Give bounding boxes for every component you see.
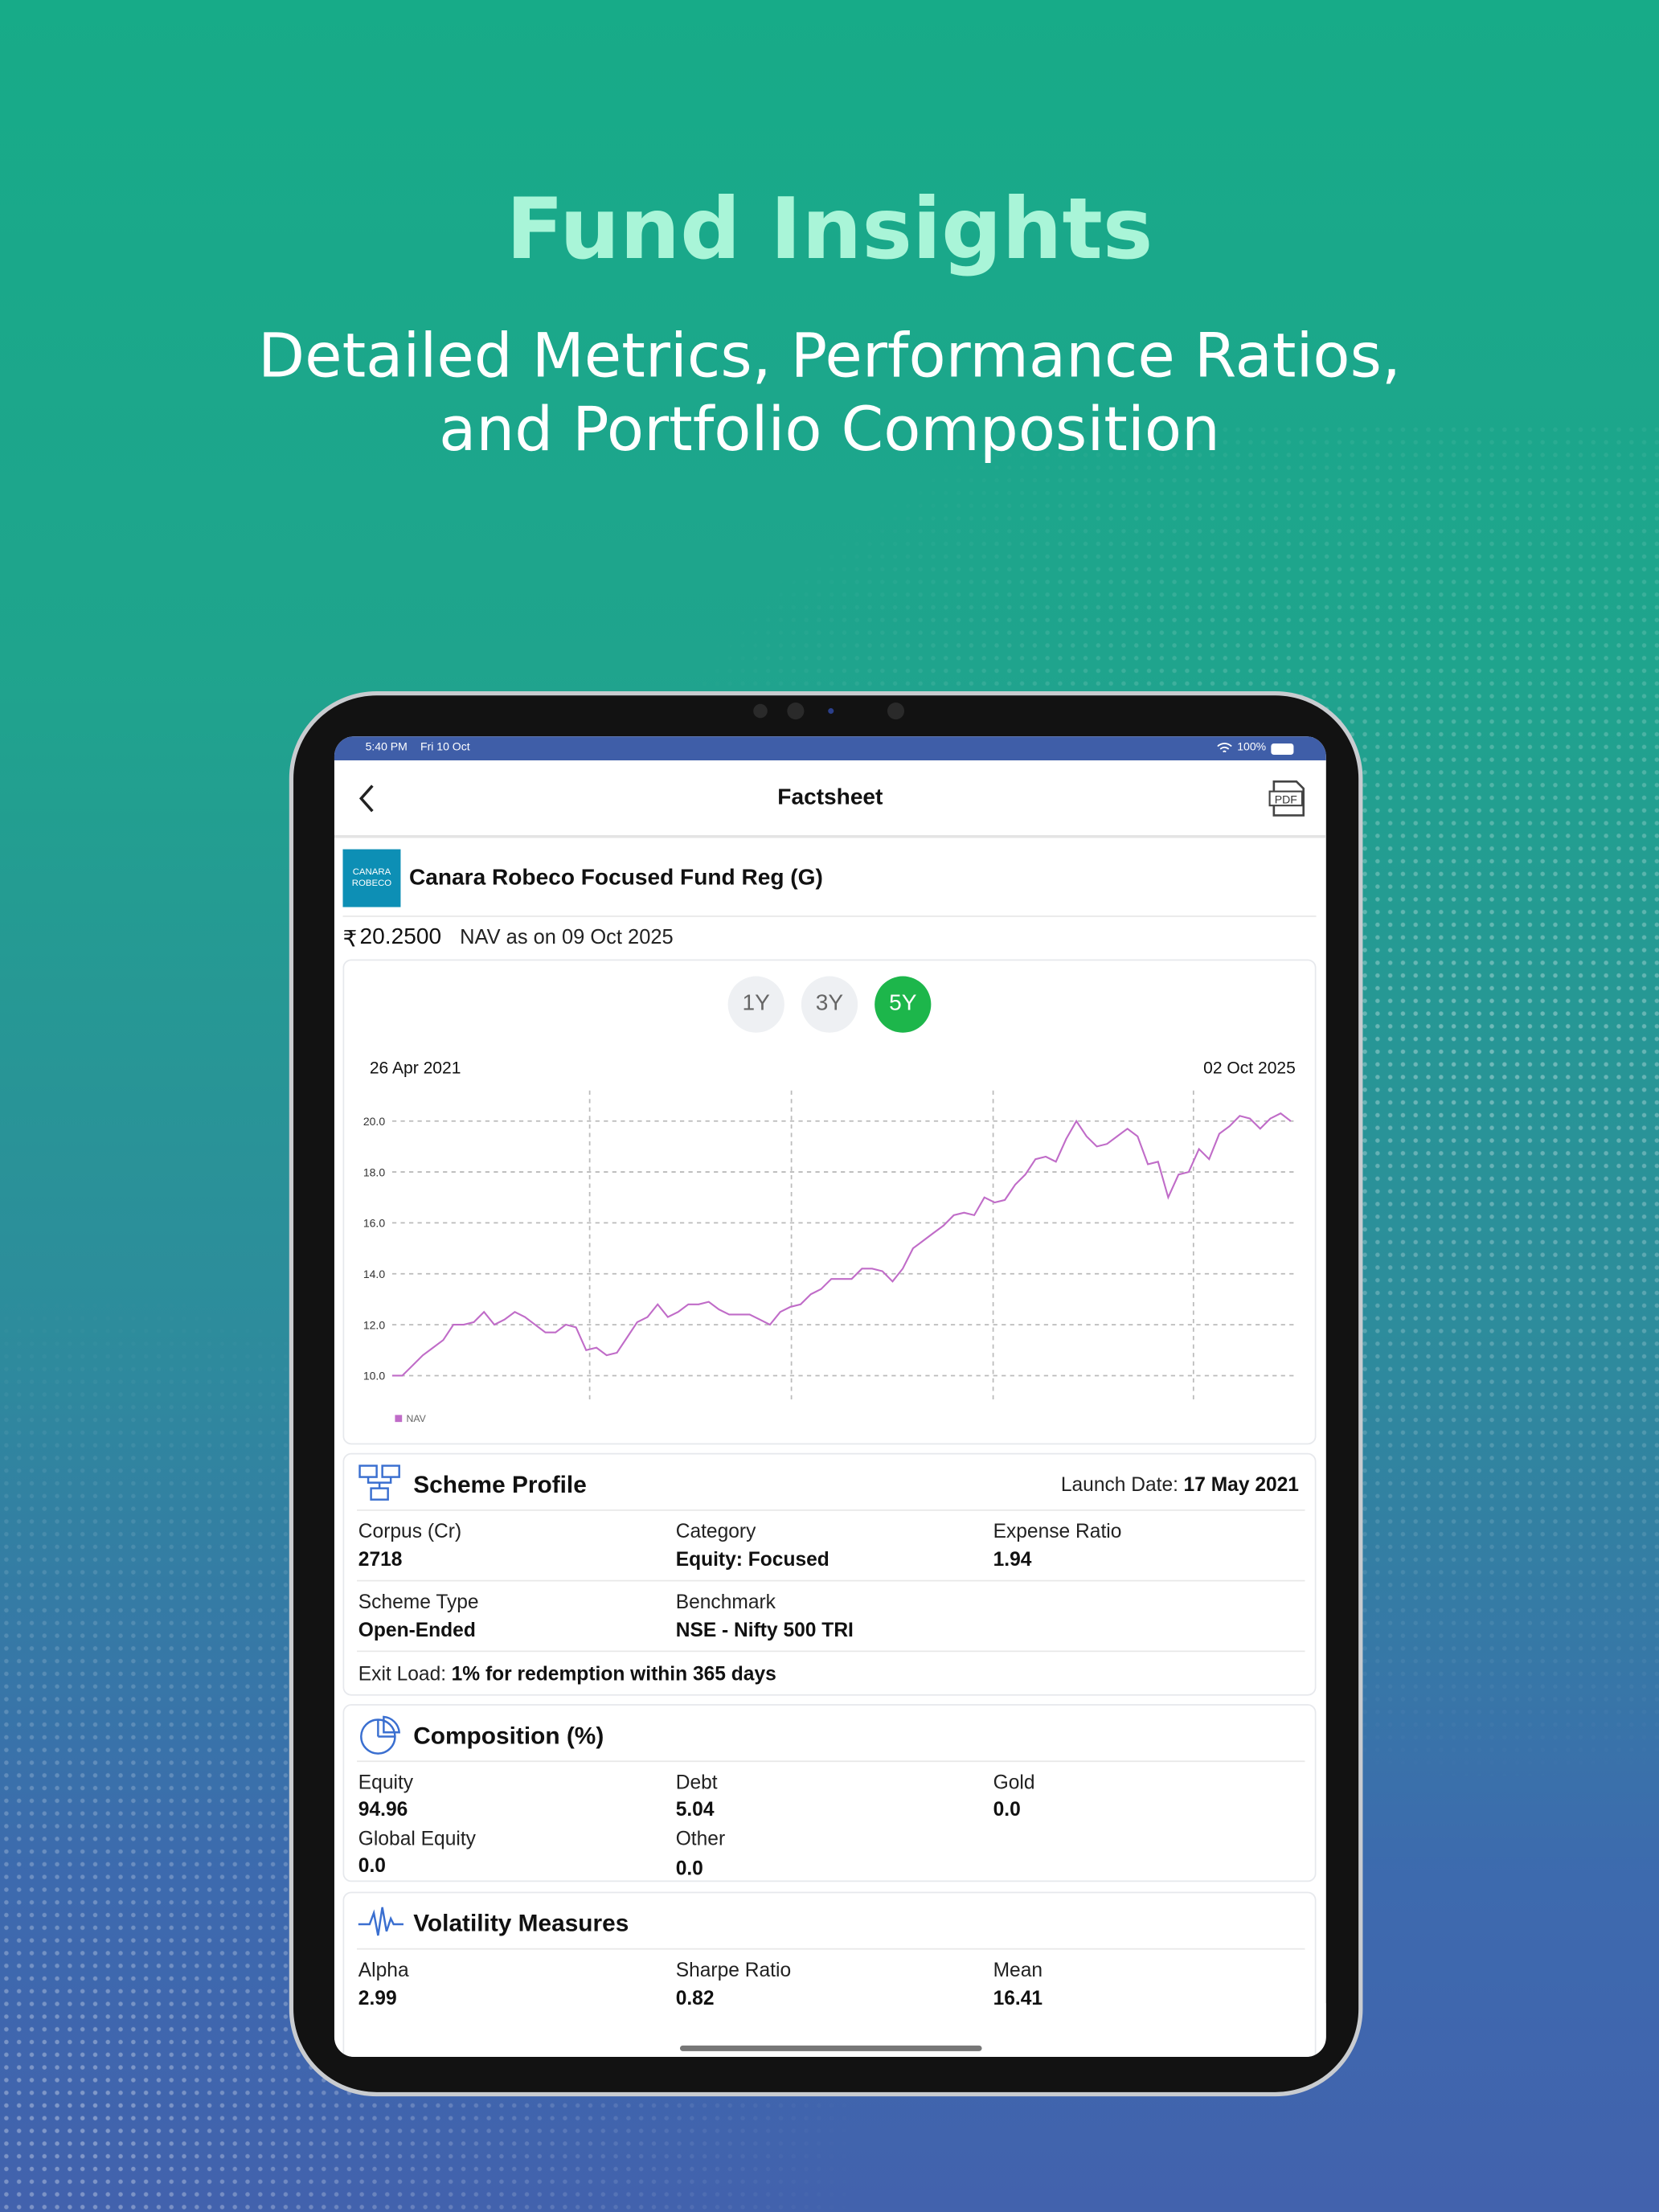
nav-title: Factsheet [777,785,883,810]
section-card [342,1452,1317,1696]
field-value: Open-Ended [358,1618,476,1641]
field-label: Category [675,1519,756,1542]
launch-label: Launch Date: [1060,1473,1179,1496]
divider [357,1579,1305,1582]
divider [342,916,1317,917]
section-card [342,1891,1317,2057]
section-icon [357,1713,405,1758]
divider [357,1760,1305,1763]
logo-line: ROBECO [351,879,392,889]
field-label: Global Equity [358,1826,476,1849]
y-tick-label: 10.0 [363,1370,386,1382]
section-icon-glyph [358,1907,403,1936]
exit-value: 1% for redemption within 365 days [451,1661,776,1685]
y-tick-label: 14.0 [363,1268,386,1280]
subtitle: Detailed Metrics, Performance Ratios, [258,322,1401,392]
field-label: Gold [993,1770,1035,1793]
field-label: Mean [993,1958,1043,1981]
camera [753,703,905,720]
y-tick-label: 20.0 [363,1115,386,1128]
nav-currency: ₹ [342,928,358,952]
field-value: 0.0 [993,1797,1021,1821]
nav-line [391,1112,1292,1377]
field-label: Alpha [358,1958,409,1981]
field-label: Equity [358,1770,414,1793]
divider [334,835,1326,838]
field-value: 0.82 [675,1986,715,2009]
field-value: 0.0 [358,1854,386,1877]
legend-swatch [395,1415,403,1423]
pdf-button[interactable]: PDF [1268,779,1308,818]
field-value: NSE - Nifty 500 TRI [675,1618,854,1641]
field-label: Sharpe Ratio [675,1958,792,1981]
status-icons [1217,743,1294,755]
field-value: 94.96 [358,1797,408,1821]
screen: 5:40 PM Fri 10 Oct 100% Factsheet PDF CA… [334,736,1326,2057]
field-value: 2718 [358,1547,403,1571]
fund-name: Canara Robeco Focused Fund Reg (G) [408,866,823,891]
section-title: Scheme Profile [413,1471,587,1498]
section-title: Composition (%) [413,1722,604,1750]
section-icon [357,1900,405,1945]
fund-logo [342,849,401,907]
nav-value: 20.2500 [359,925,442,950]
y-tick-label: 12.0 [363,1318,386,1331]
section-icon [357,1461,405,1506]
field-label: Benchmark [675,1590,776,1613]
chart-card [342,959,1317,1445]
status-bar [334,736,1326,760]
field-label: Expense Ratio [993,1519,1122,1542]
divider [357,1650,1305,1653]
section-card [342,1704,1317,1882]
status-date: Fri 10 Oct [420,740,470,754]
field-value: 2.99 [358,1986,397,2009]
legend-label: NAV [406,1413,426,1424]
status-battery: 100% [1237,740,1267,754]
field-value: 16.41 [993,1986,1043,2009]
home-indicator [679,2045,982,2051]
divider [357,1509,1305,1511]
nav-chart: 10.0 12.0 14.0 16.0 18.0 20.0 NAV [363,1090,1296,1424]
field-label: Corpus (Cr) [358,1519,462,1542]
section-icon-glyph [360,1715,401,1755]
section-icon-glyph [358,1464,400,1501]
logo-text: CANARA ROBECO [342,867,400,890]
pdf-label: PDF [1275,793,1297,806]
nav-date: NAV as on 09 Oct 2025 [460,927,674,950]
period-button[interactable]: 1Y [727,976,784,1033]
y-tick-label: 16.0 [363,1217,386,1230]
field-label: Scheme Type [358,1590,479,1613]
logo-line: CANARA [352,867,391,878]
subtitle: and Portfolio Composition [439,395,1220,466]
divider [357,1948,1305,1950]
section-title: Volatility Measures [413,1910,629,1937]
status-time: 5:40 PM [365,740,408,754]
field-value: 1.94 [993,1547,1032,1571]
field-value: 0.0 [675,1856,703,1879]
field-value: 5.04 [675,1797,715,1821]
end-date: 02 Oct 2025 [1203,1058,1296,1078]
field-label: Debt [675,1770,718,1793]
start-date: 26 Apr 2021 [369,1058,461,1078]
period-button[interactable]: 5Y [875,976,932,1033]
y-tick-label: 18.0 [363,1165,386,1178]
launch-date: 17 May 2021 [1183,1473,1299,1496]
exit-label: Exit Load: [358,1661,447,1685]
period-button[interactable]: 3Y [801,976,858,1033]
field-label: Other [675,1826,726,1849]
back-button[interactable] [354,781,383,815]
field-value: Equity: Focused [675,1547,830,1571]
headline: Fund Insights [506,180,1153,280]
